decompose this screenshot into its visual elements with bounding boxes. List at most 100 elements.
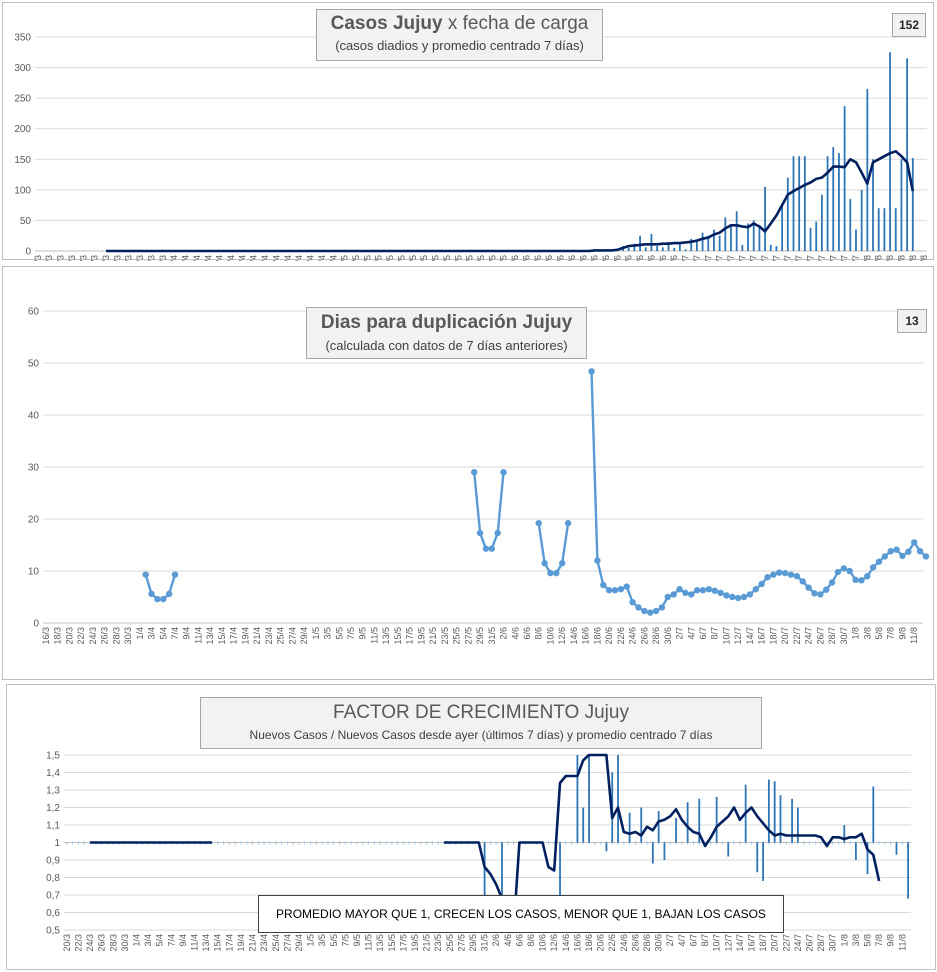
x-tick-label: 23/6 <box>635 255 645 261</box>
x-tick-label: 12/5 <box>396 255 406 261</box>
x-tick-label: 27/7 <box>828 255 838 261</box>
y-tick-label: 1,4 <box>46 768 60 779</box>
doubling-point <box>494 529 501 537</box>
factor-bar <box>651 842 654 864</box>
x-tick-label: 6/5 <box>362 255 372 261</box>
x-tick-label: 9/8 <box>886 934 896 947</box>
doubling-point <box>799 578 806 585</box>
x-tick-label: 22/6 <box>616 627 626 645</box>
x-tick-label: 19/4 <box>240 627 250 645</box>
doubling-point <box>705 586 713 593</box>
x-tick-label: 30/3 <box>123 627 133 645</box>
case-bar <box>730 226 732 251</box>
x-tick-label: 26/6 <box>639 627 649 645</box>
x-tick-label: 28/6 <box>651 627 661 645</box>
factor-bar <box>640 807 643 843</box>
factor-bar <box>657 811 660 843</box>
x-tick-label: 16/7 <box>757 627 767 645</box>
x-tick-label: 12/6 <box>549 934 559 952</box>
growth-explanation-note: PROMEDIO MAYOR QUE 1, CRECEN LOS CASOS, … <box>258 895 784 933</box>
x-tick-label: 20/5 <box>442 255 452 261</box>
x-tick-label: 3/4 <box>147 627 157 640</box>
doubling-point <box>682 589 689 597</box>
case-bar <box>906 58 909 252</box>
doubling-point <box>905 548 912 555</box>
y-tick-label: 0,9 <box>46 856 60 867</box>
doubling-point <box>611 587 619 594</box>
x-tick-label: 12/6 <box>557 627 567 645</box>
case-bar <box>775 246 778 251</box>
y-tick-label: 30 <box>28 463 40 474</box>
x-tick-label: 6/6 <box>514 934 524 947</box>
x-tick-label: 4/8 <box>874 255 884 261</box>
case-bar <box>838 153 840 251</box>
x-tick-label: 28/3 <box>111 627 121 645</box>
case-bar <box>695 241 698 251</box>
x-tick-label: 18/6 <box>584 934 594 952</box>
case-bar <box>752 220 755 251</box>
doubling-line <box>590 371 927 614</box>
x-tick-label: 2/8 <box>862 255 872 261</box>
doubling-point <box>142 571 149 578</box>
x-tick-label: 26/6 <box>630 934 640 952</box>
cases-chart-panel: 0 50 100 150 200 250 300 350 9/311/313/315/317/3… <box>2 2 934 261</box>
x-tick-label: 13/4 <box>201 934 211 952</box>
y-tick-label: 10 <box>28 567 40 578</box>
case-bar <box>701 232 704 251</box>
doubling-point <box>787 571 795 578</box>
y-tick-label: 0,8 <box>46 873 60 884</box>
x-tick-label: 12/7 <box>733 627 743 645</box>
x-tick-label: 1/4 <box>135 627 145 640</box>
x-tick-label: 31/5 <box>487 627 497 645</box>
x-tick-label: 3/8 <box>862 627 872 640</box>
x-tick-label: 11/5 <box>364 934 374 951</box>
x-tick-label: 12/7 <box>723 934 733 952</box>
doubling-line <box>473 472 505 550</box>
factor-bar <box>767 779 770 843</box>
doubling-point <box>688 591 695 598</box>
factor-bar <box>854 842 857 860</box>
doubling-point <box>617 586 625 593</box>
growth-chart-subtitle: Nuevos Casos / Nuevos Casos desde ayer (… <box>249 728 713 742</box>
x-tick-label: 13/6 <box>578 255 588 261</box>
doubling-point <box>817 591 824 598</box>
doubling-point <box>852 576 859 584</box>
case-bar <box>889 52 891 252</box>
x-tick-label: 10/8 <box>908 255 918 261</box>
x-tick-label: 11/5 <box>369 627 379 644</box>
x-tick-label: 24/7 <box>804 627 814 645</box>
case-bar <box>832 147 835 251</box>
x-tick-label: 25/5 <box>445 934 455 952</box>
doubling-point <box>693 587 701 594</box>
y-tick-label: 0,5 <box>46 926 60 937</box>
doubling-point <box>717 589 724 597</box>
x-tick-label: 20/6 <box>604 627 614 645</box>
cases-latest-badge: 152 <box>892 13 926 37</box>
doubling-point <box>600 581 607 589</box>
average-line <box>106 150 915 253</box>
x-tick-label: 26/4 <box>306 255 316 261</box>
doubling-point <box>864 573 871 580</box>
x-tick-label: 26/3 <box>97 934 107 952</box>
x-tick-label: 8/6 <box>534 627 544 640</box>
x-tick-label: 3/5 <box>323 627 333 640</box>
doubling-point <box>776 569 783 576</box>
doubling-point <box>805 584 812 591</box>
x-tick-label: 24/4 <box>294 255 304 261</box>
x-tick-label: 17/4 <box>229 627 239 645</box>
x-tick-label: 6/7 <box>698 627 708 640</box>
x-tick-label: 24/6 <box>628 627 638 645</box>
x-tick-label: 15/5 <box>387 934 397 952</box>
x-tick-label: 5/5 <box>334 627 344 640</box>
x-tick-label: 15/5 <box>393 627 403 645</box>
x-tick-label: 2/7 <box>675 627 685 640</box>
factor-bar <box>872 786 875 843</box>
x-tick-label: 23/4 <box>264 627 274 645</box>
x-tick-label: 7/6 <box>544 255 554 261</box>
x-tick-label: 13/5 <box>375 934 385 952</box>
doubling-point <box>664 593 671 601</box>
x-tick-label: 24/7 <box>793 934 803 952</box>
y-tick-label: 0 <box>25 247 31 258</box>
x-tick-label: 18/4 <box>260 255 270 261</box>
x-tick-label: 29/7 <box>840 255 850 261</box>
